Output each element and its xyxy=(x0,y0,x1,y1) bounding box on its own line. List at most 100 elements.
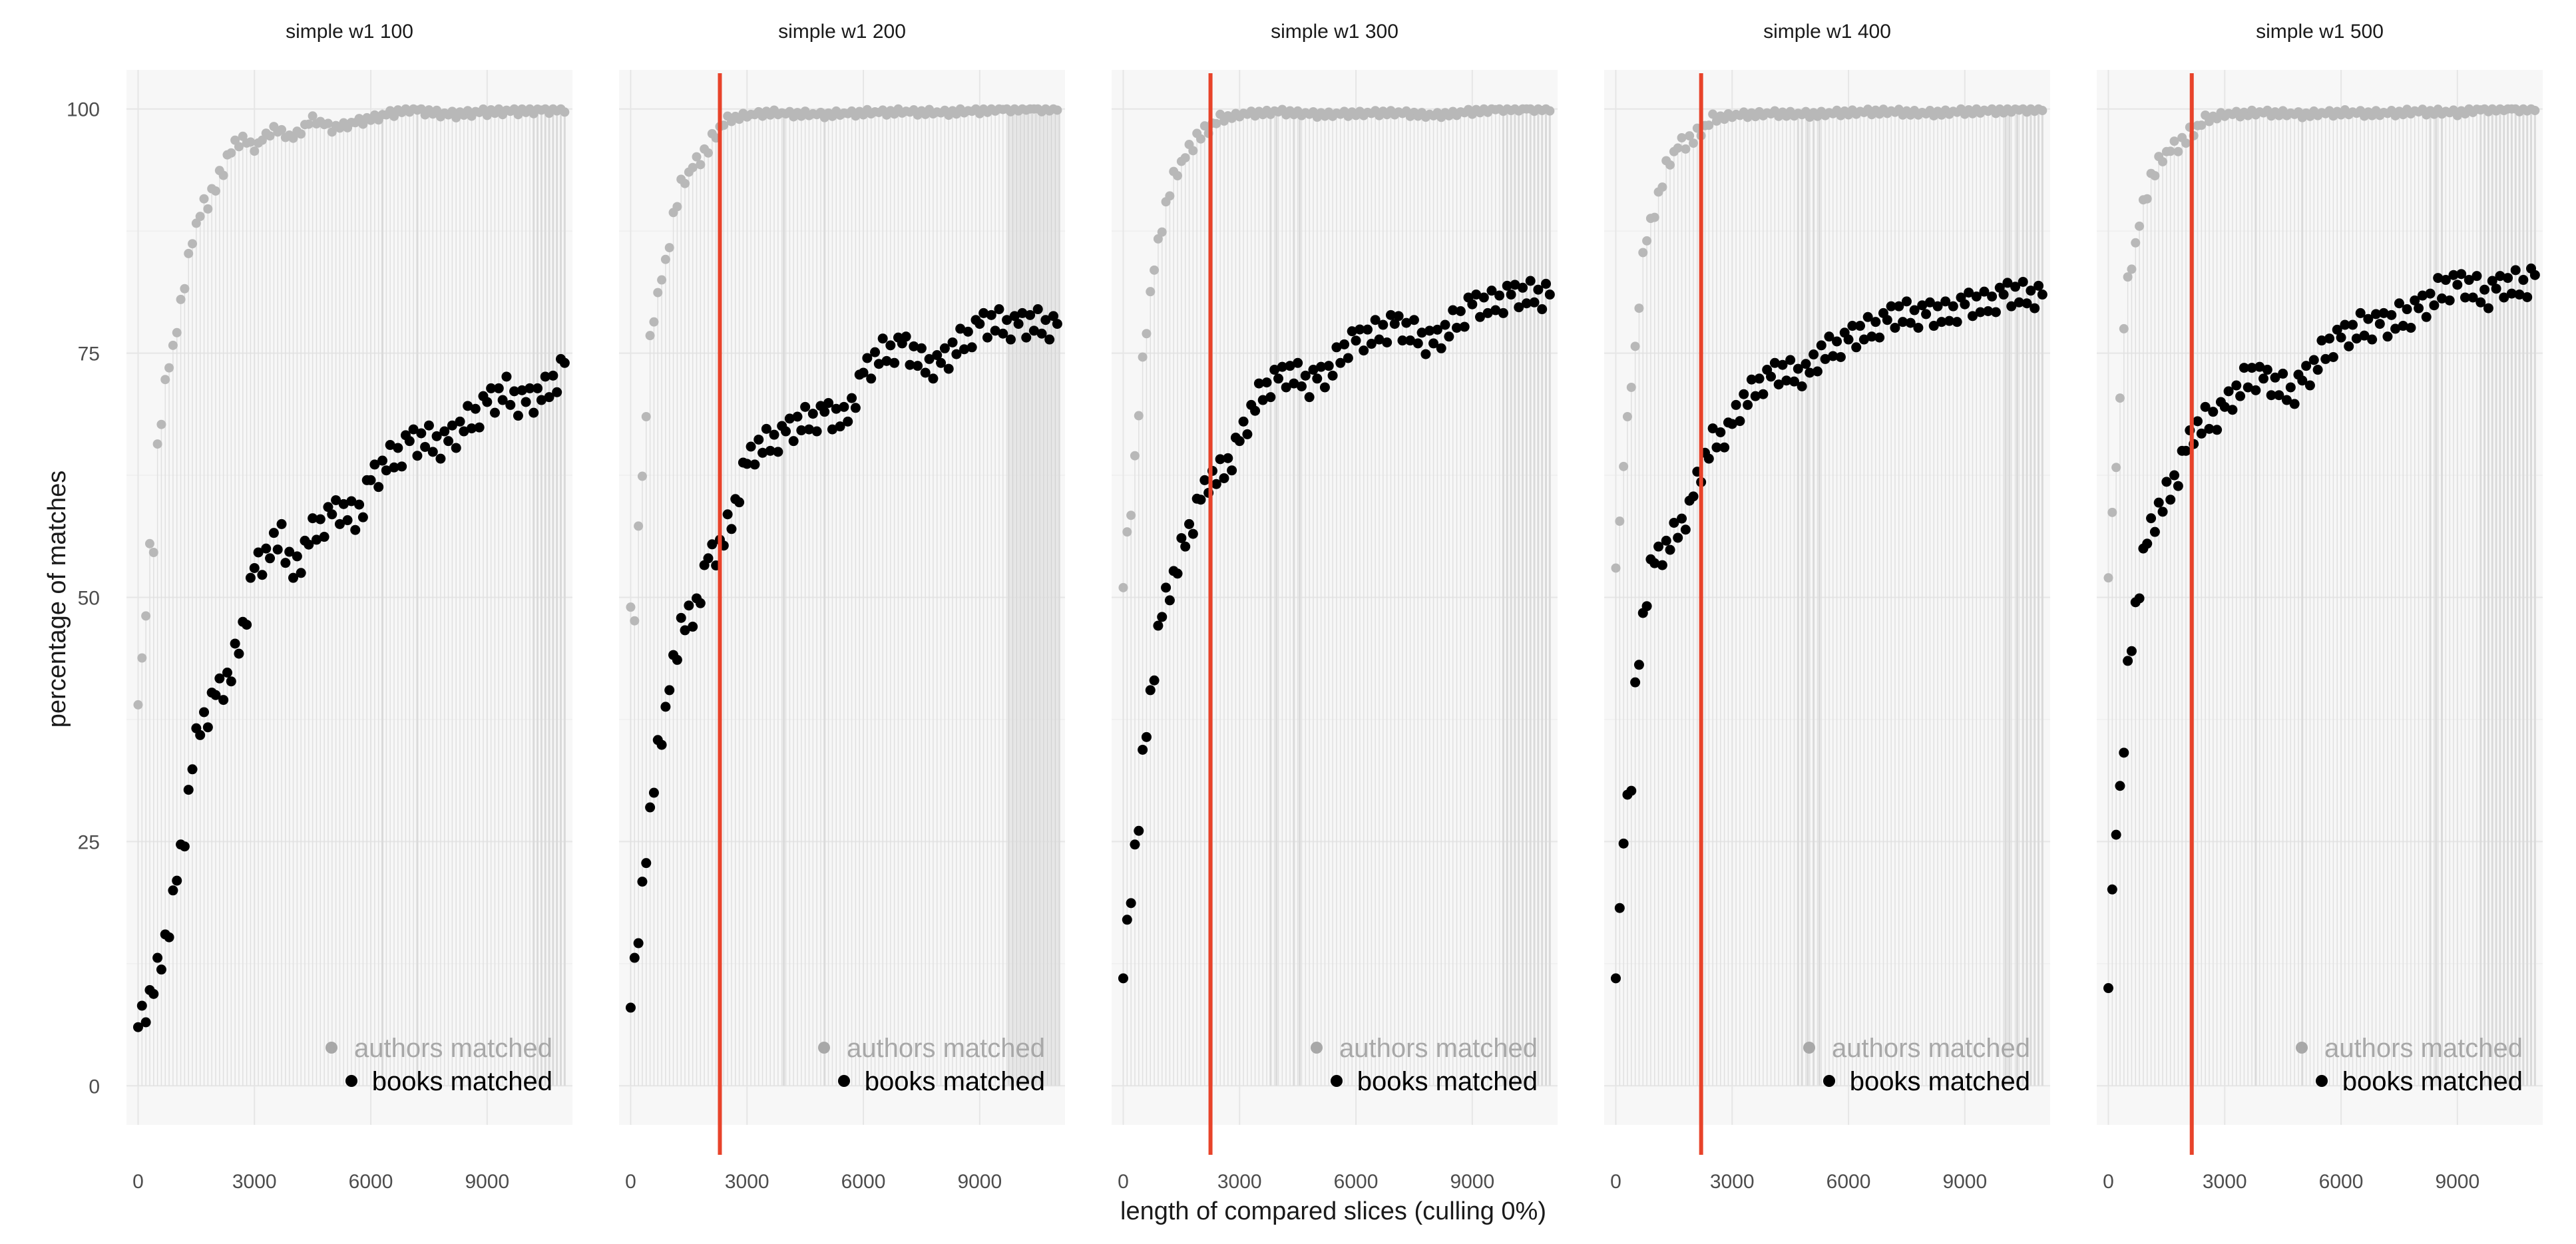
books-point xyxy=(1304,392,1315,403)
books-point xyxy=(1703,453,1714,464)
books-point xyxy=(2006,301,2017,311)
books-point xyxy=(1979,286,1990,297)
books-point xyxy=(2336,332,2346,343)
books-point xyxy=(1971,291,1982,302)
x-tick-label: 6000 xyxy=(1334,1171,1379,1193)
books-point xyxy=(998,328,1008,339)
authors-point xyxy=(2169,136,2179,146)
books-point xyxy=(2475,297,2486,308)
books-point xyxy=(319,532,329,542)
books-point xyxy=(1641,601,1652,612)
books-point xyxy=(2390,323,2401,334)
books-point xyxy=(1828,351,1838,361)
books-point xyxy=(1870,317,1881,327)
x-tick-label: 0 xyxy=(625,1171,636,1193)
legend-label: authors matched xyxy=(847,1034,1045,1063)
books-point xyxy=(645,802,656,813)
books-point xyxy=(1743,399,1753,410)
books-point xyxy=(350,524,361,535)
books-point xyxy=(1754,373,1765,384)
legend-label: books matched xyxy=(1850,1067,2030,1096)
books-point xyxy=(1250,405,1261,416)
legend-marker xyxy=(345,1075,357,1087)
panels-layer: simple w1 100 0 3000 6000 9000 0 25 50 75 100 auth… xyxy=(67,21,2543,1193)
books-point xyxy=(284,546,295,557)
books-point xyxy=(664,685,675,696)
books-point xyxy=(1025,310,1036,320)
books-point xyxy=(1482,308,1493,318)
x-tick-label: 0 xyxy=(132,1171,144,1193)
books-point xyxy=(334,518,345,529)
books-point xyxy=(268,528,279,538)
books-point xyxy=(1890,322,1900,333)
books-point xyxy=(2514,290,2525,300)
books-point xyxy=(552,387,562,397)
books-point xyxy=(688,622,698,632)
books-point xyxy=(536,395,546,405)
books-point xyxy=(1928,321,1939,331)
books-point xyxy=(1898,317,1908,327)
books-point xyxy=(2196,428,2207,439)
books-point xyxy=(873,359,884,369)
legend-marker xyxy=(1803,1042,1815,1054)
books-point xyxy=(1688,491,1699,502)
books-point xyxy=(1680,524,1691,535)
books-point xyxy=(2359,330,2370,341)
books-point xyxy=(2487,276,2497,286)
books-point xyxy=(2320,353,2331,364)
books-point xyxy=(1440,319,1450,330)
books-point xyxy=(315,514,325,524)
books-point xyxy=(1281,382,1291,393)
authors-point xyxy=(1173,170,1183,180)
books-point xyxy=(1964,288,1974,298)
books-point xyxy=(1494,290,1505,301)
books-point xyxy=(823,397,834,408)
books-point xyxy=(1184,518,1195,529)
books-point xyxy=(1331,342,1342,353)
books-point xyxy=(1385,310,1396,320)
books-point xyxy=(2037,290,2047,300)
books-point xyxy=(369,459,380,470)
legend-label: authors matched xyxy=(2324,1034,2523,1063)
books-point xyxy=(164,932,174,942)
books-point xyxy=(966,342,977,353)
books-point xyxy=(1746,374,1757,385)
books-point xyxy=(1886,301,1896,311)
books-point xyxy=(1653,541,1664,552)
books-point xyxy=(288,572,299,583)
x-tick-label: 6000 xyxy=(1826,1171,1871,1193)
books-point xyxy=(2169,470,2180,481)
books-point xyxy=(831,403,841,414)
panel-4: simple w1 400 0 3000 6000 9000 authors matche… xyxy=(1604,21,2050,1193)
books-point xyxy=(1739,389,1749,399)
books-point xyxy=(1777,359,1788,370)
authors-point xyxy=(2197,120,2207,130)
books-point xyxy=(397,461,407,472)
books-point xyxy=(1773,379,1784,390)
authors-point xyxy=(637,471,647,481)
books-point xyxy=(1478,292,1489,303)
books-point xyxy=(866,373,877,384)
books-point xyxy=(850,403,861,413)
books-point xyxy=(2495,271,2505,282)
x-tick-label: 9000 xyxy=(465,1171,509,1193)
books-point xyxy=(1363,324,1373,335)
books-point xyxy=(2126,646,2137,656)
books-point xyxy=(1781,375,1792,386)
books-point xyxy=(1727,419,1737,429)
books-point xyxy=(420,441,431,452)
authors-point xyxy=(250,146,260,156)
books-point xyxy=(1382,337,1393,347)
books-point xyxy=(1273,373,1284,384)
books-point xyxy=(1843,334,1854,345)
books-point xyxy=(1269,365,1280,375)
books-point xyxy=(2348,319,2358,330)
books-point xyxy=(304,539,314,550)
books-point xyxy=(1514,302,1524,313)
books-point xyxy=(881,355,892,366)
books-point xyxy=(1238,416,1249,427)
x-tick-label: 9000 xyxy=(957,1171,1002,1193)
books-point xyxy=(1122,915,1132,925)
books-point xyxy=(373,482,384,493)
books-point xyxy=(439,426,450,437)
